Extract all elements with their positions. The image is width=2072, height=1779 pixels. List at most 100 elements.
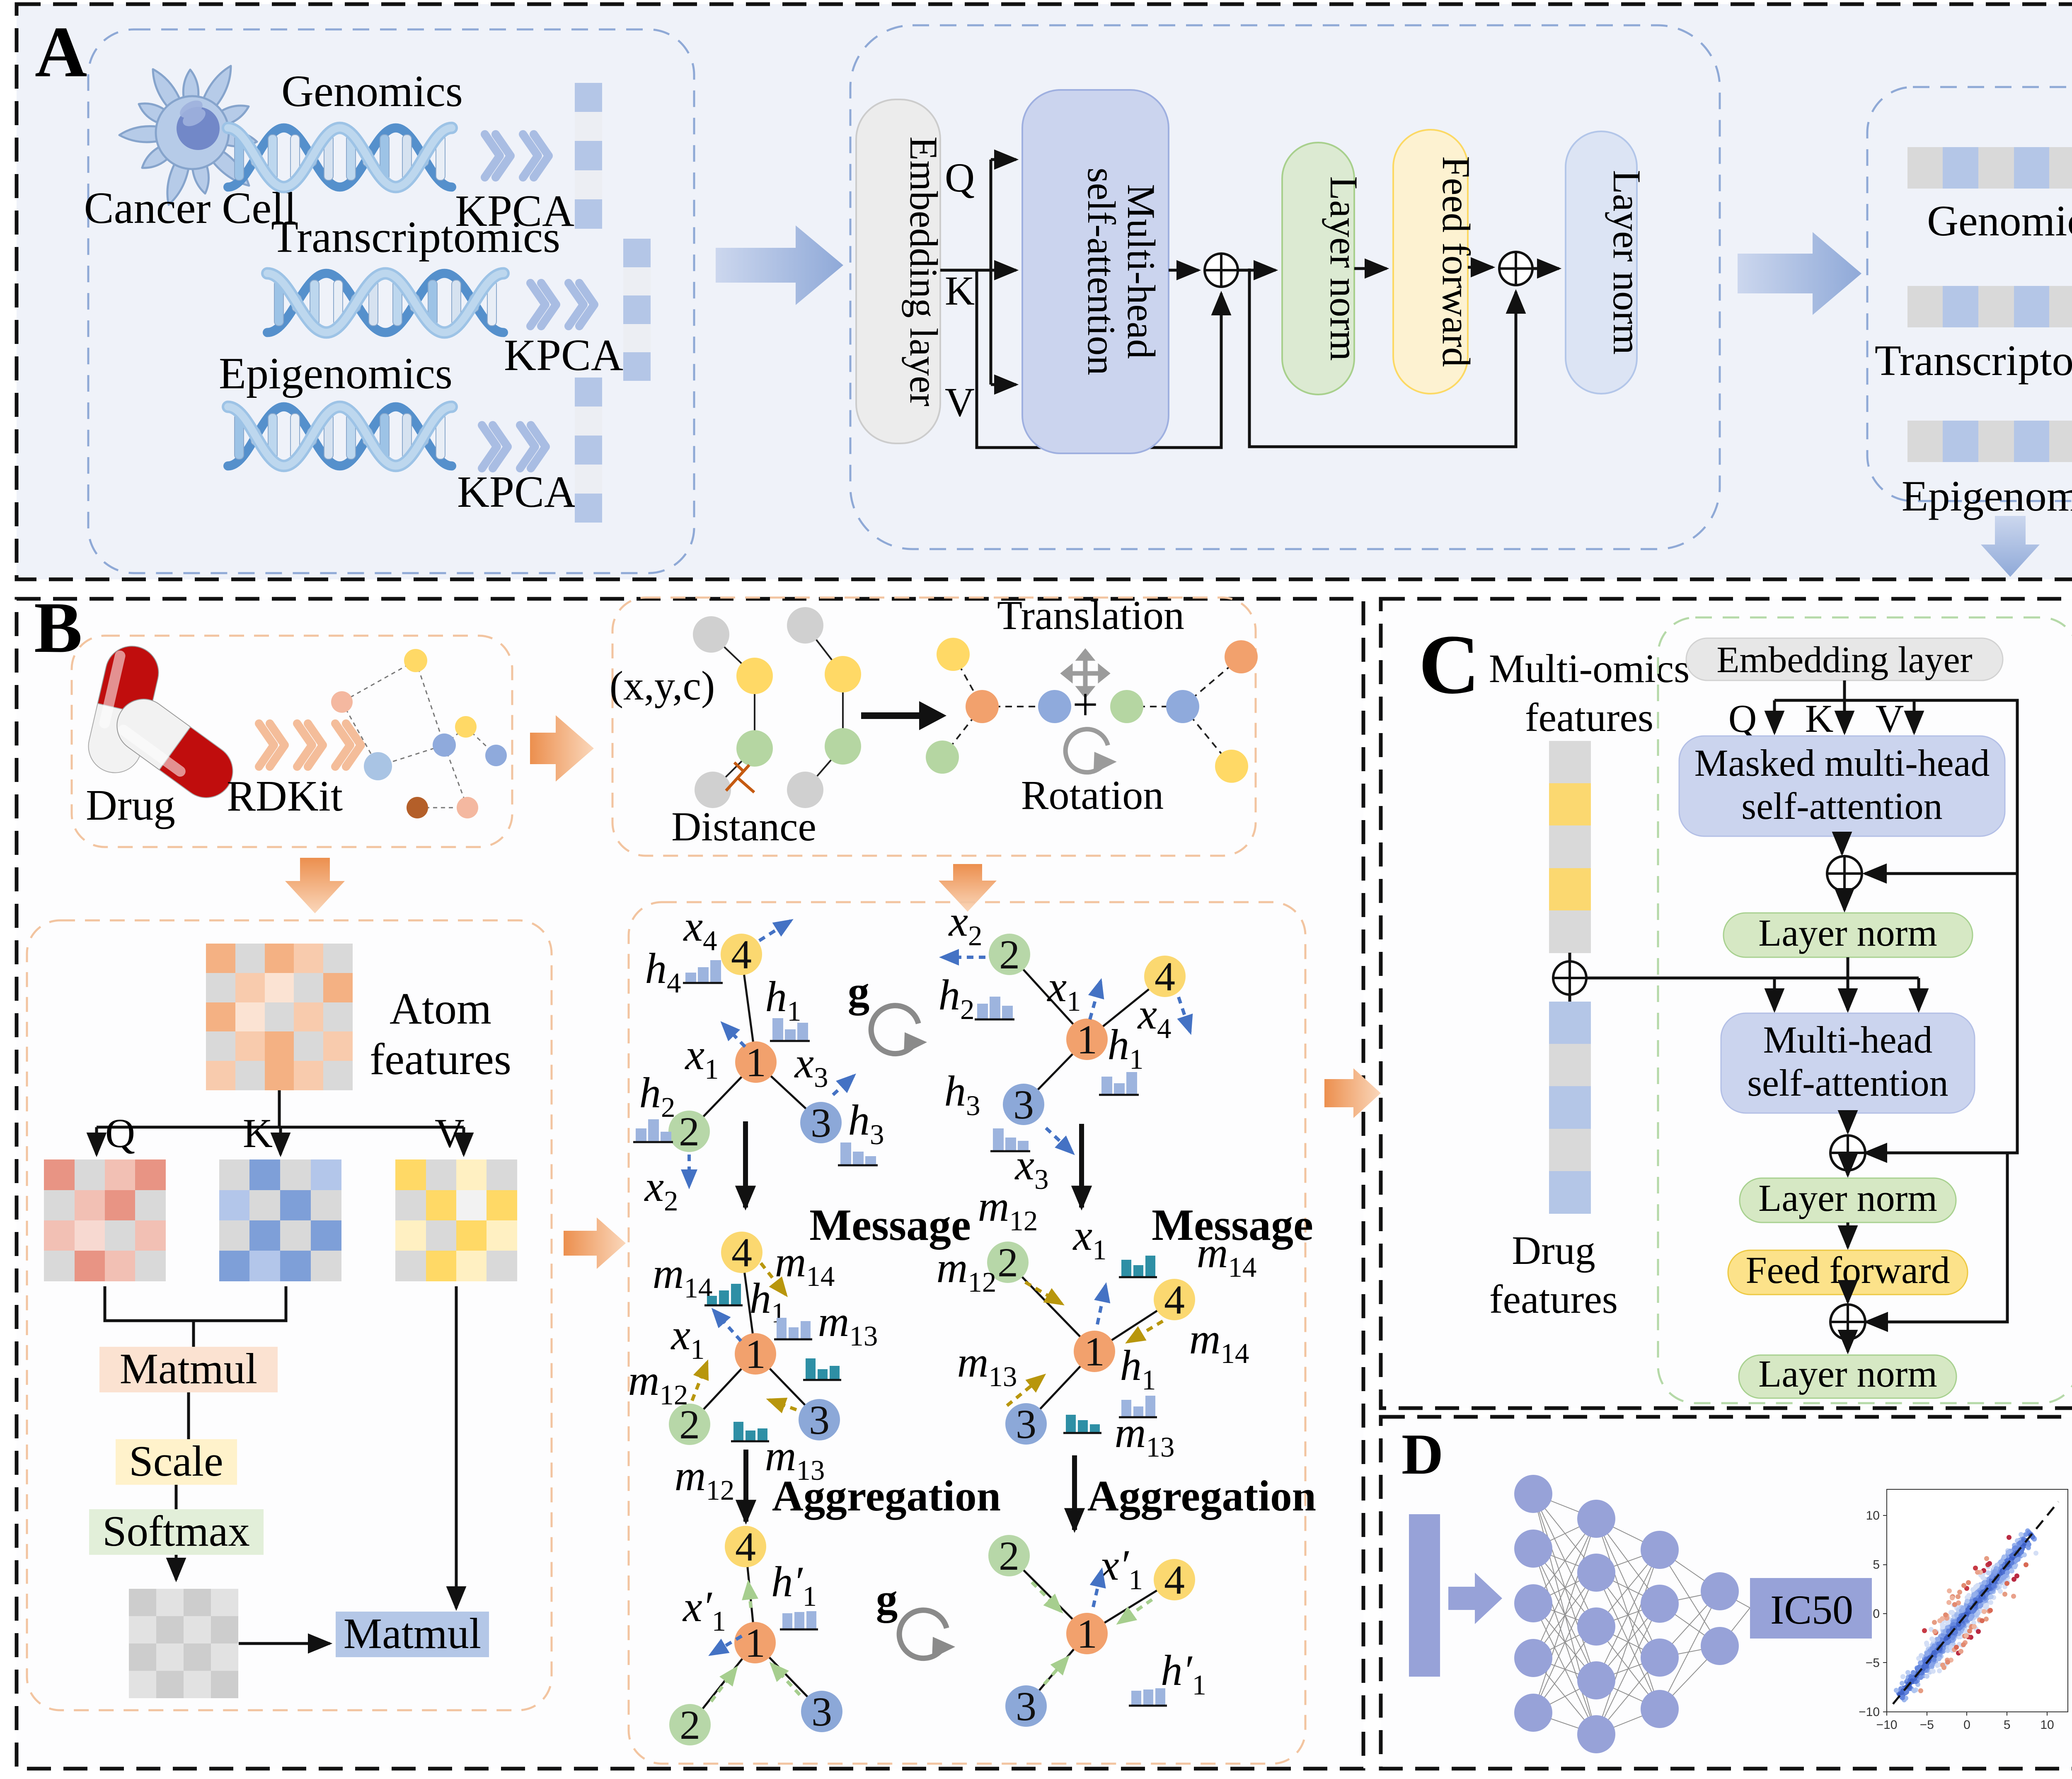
svg-text:−5: −5 bbox=[1920, 1718, 1934, 1732]
svg-text:5: 5 bbox=[2004, 1718, 2011, 1732]
svg-text:D: D bbox=[1402, 1422, 1443, 1486]
svg-text:K: K bbox=[945, 268, 975, 314]
svg-text:Atom: Atom bbox=[390, 984, 491, 1034]
svg-text:1: 1 bbox=[1084, 1329, 1105, 1375]
svg-text:g: g bbox=[876, 1575, 898, 1623]
svg-text:features: features bbox=[1489, 1277, 1618, 1322]
svg-text:+: + bbox=[1072, 679, 1098, 730]
svg-text:Cancer Cell: Cancer Cell bbox=[84, 184, 297, 233]
svg-text:Softmax: Softmax bbox=[102, 1507, 250, 1555]
svg-text:5: 5 bbox=[1873, 1558, 1880, 1572]
svg-text:A: A bbox=[35, 12, 87, 92]
svg-text:features: features bbox=[1525, 695, 1653, 740]
svg-text:3: 3 bbox=[1013, 1082, 1034, 1128]
svg-text:x1: x1 bbox=[1072, 1211, 1106, 1266]
svg-text:KPCA: KPCA bbox=[455, 186, 574, 236]
svg-text:Drug: Drug bbox=[86, 781, 175, 829]
svg-text:x2: x2 bbox=[948, 897, 982, 951]
svg-text:m14: m14 bbox=[1197, 1228, 1257, 1283]
svg-text:g: g bbox=[848, 967, 870, 1016]
svg-text:Multi-omics: Multi-omics bbox=[1489, 646, 1690, 691]
svg-text:1: 1 bbox=[1077, 1611, 1097, 1657]
svg-text:h2: h2 bbox=[639, 1068, 675, 1123]
svg-text:10: 10 bbox=[2040, 1718, 2054, 1732]
svg-text:10: 10 bbox=[1866, 1509, 1880, 1522]
svg-text:K: K bbox=[1805, 697, 1834, 741]
svg-text:2: 2 bbox=[999, 1533, 1019, 1579]
svg-text:4: 4 bbox=[1164, 1277, 1185, 1323]
svg-text:2: 2 bbox=[679, 1401, 700, 1447]
svg-text:Embedding layer: Embedding layer bbox=[902, 136, 946, 407]
svg-text:RDKit: RDKit bbox=[227, 772, 343, 820]
svg-text:3: 3 bbox=[811, 1689, 832, 1735]
svg-text:V: V bbox=[435, 1110, 465, 1156]
svg-text:Matmul: Matmul bbox=[120, 1344, 257, 1393]
svg-text:B: B bbox=[34, 587, 82, 668]
svg-text:h′1: h′1 bbox=[771, 1557, 817, 1612]
svg-text:Translation: Translation bbox=[997, 592, 1184, 638]
svg-text:4: 4 bbox=[1164, 1557, 1185, 1603]
svg-text:Epigenomics: Epigenomics bbox=[219, 349, 453, 398]
svg-text:Genomics: Genomics bbox=[1927, 196, 2072, 245]
svg-text:Drug: Drug bbox=[1512, 1228, 1595, 1273]
svg-text:features: features bbox=[370, 1035, 511, 1084]
svg-text:1: 1 bbox=[746, 1039, 766, 1085]
svg-text:V: V bbox=[945, 379, 975, 425]
svg-text:x4: x4 bbox=[1137, 990, 1171, 1044]
svg-text:Message: Message bbox=[1152, 1201, 1313, 1250]
svg-text:Q: Q bbox=[105, 1110, 135, 1156]
svg-text:Feed forward: Feed forward bbox=[1434, 156, 1478, 367]
svg-text:m12: m12 bbox=[675, 1451, 735, 1506]
svg-text:0: 0 bbox=[1963, 1718, 1970, 1732]
svg-text:Epigenomics: Epigenomics bbox=[1902, 472, 2072, 520]
svg-text:Masked multi-head: Masked multi-head bbox=[1694, 742, 1990, 784]
svg-text:K: K bbox=[243, 1110, 273, 1156]
svg-text:Layer norm: Layer norm bbox=[1758, 1353, 1937, 1395]
svg-text:2: 2 bbox=[997, 1239, 1018, 1285]
svg-text:self-attention: self-attention bbox=[1080, 167, 1123, 375]
svg-text:Rotation: Rotation bbox=[1021, 772, 1164, 818]
svg-text:Matmul: Matmul bbox=[344, 1609, 481, 1658]
svg-text:1: 1 bbox=[1077, 1017, 1097, 1063]
svg-text:Q: Q bbox=[1728, 697, 1757, 741]
svg-text:Layer norm: Layer norm bbox=[1758, 912, 1937, 954]
svg-text:Embedding layer: Embedding layer bbox=[1716, 639, 1972, 680]
svg-text:Genomics: Genomics bbox=[281, 67, 463, 116]
svg-text:Message: Message bbox=[809, 1201, 971, 1250]
svg-text:Multi-head: Multi-head bbox=[1763, 1019, 1933, 1061]
svg-text:−10: −10 bbox=[1876, 1718, 1898, 1732]
svg-text:3: 3 bbox=[809, 1397, 830, 1443]
svg-text:Layer norm: Layer norm bbox=[1758, 1177, 1937, 1219]
svg-text:self-attention: self-attention bbox=[1741, 785, 1942, 827]
svg-text:KPCA: KPCA bbox=[504, 331, 623, 380]
svg-text:3: 3 bbox=[811, 1100, 831, 1146]
svg-text:4: 4 bbox=[1155, 954, 1175, 1000]
svg-text:Feed forward: Feed forward bbox=[1745, 1249, 1950, 1291]
svg-text:3: 3 bbox=[1016, 1401, 1036, 1447]
svg-text:Aggregation: Aggregation bbox=[1087, 1472, 1316, 1520]
svg-text:m12: m12 bbox=[628, 1356, 688, 1411]
svg-text:4: 4 bbox=[731, 932, 752, 978]
svg-text:−5: −5 bbox=[1866, 1656, 1880, 1670]
svg-text:Q: Q bbox=[945, 155, 975, 201]
svg-text:Distance: Distance bbox=[671, 804, 816, 850]
svg-text:2: 2 bbox=[680, 1702, 700, 1748]
svg-text:3: 3 bbox=[1016, 1683, 1036, 1729]
svg-text:KPCA: KPCA bbox=[457, 467, 576, 517]
svg-text:Scale: Scale bbox=[129, 1437, 223, 1485]
svg-text:self-attention: self-attention bbox=[1747, 1062, 1948, 1104]
svg-text:Multi-head: Multi-head bbox=[1119, 184, 1163, 359]
svg-text:Layer norm: Layer norm bbox=[1605, 170, 1649, 355]
svg-text:(x,y,c): (x,y,c) bbox=[610, 663, 715, 709]
svg-text:1: 1 bbox=[745, 1620, 765, 1666]
svg-text:4: 4 bbox=[735, 1524, 756, 1570]
svg-text:2: 2 bbox=[679, 1109, 700, 1155]
svg-text:h1: h1 bbox=[1120, 1341, 1156, 1396]
svg-text:−10: −10 bbox=[1859, 1705, 1880, 1719]
svg-text:m13: m13 bbox=[1115, 1408, 1175, 1463]
svg-text:2: 2 bbox=[999, 932, 1020, 978]
svg-text:0: 0 bbox=[1873, 1607, 1880, 1621]
svg-text:h1: h1 bbox=[1108, 1020, 1144, 1075]
svg-text:IC50: IC50 bbox=[1770, 1587, 1853, 1633]
svg-text:Transcriptomics: Transcriptomics bbox=[271, 213, 560, 262]
